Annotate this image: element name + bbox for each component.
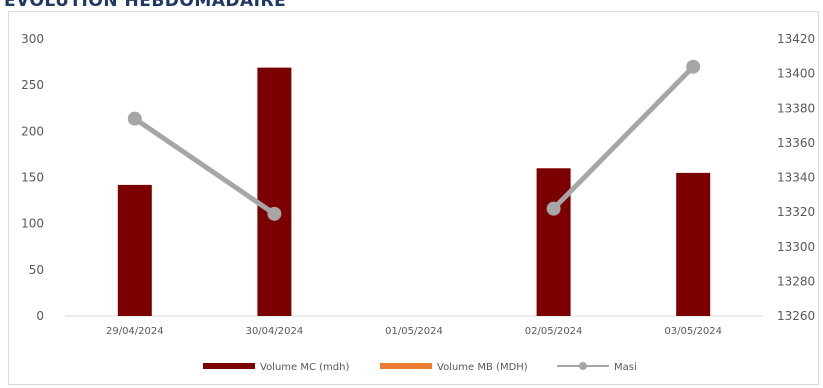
y-tick-label-left: 200	[21, 124, 44, 138]
legend: Volume MC (mdh) Volume MB (MDH) Masi	[203, 362, 637, 373]
y-axis-right: 13260 13280 13300 13320 13340 13360 13380 13400…	[777, 32, 815, 323]
x-tick-label: 30/04/2024	[246, 326, 304, 337]
legend-marker	[579, 362, 587, 370]
chart-title: EVOLUTION HEBDOMADAIRE	[4, 0, 287, 11]
legend-label: Volume MB (MDH)	[437, 362, 528, 373]
x-axis: 29/04/2024 30/04/2024 01/05/2024 02/05/2024…	[106, 326, 722, 337]
y-tick-label-left: 250	[21, 78, 44, 92]
y-tick-label-right: 13360	[777, 136, 815, 150]
bar	[536, 168, 571, 316]
x-tick-label: 03/05/2024	[664, 326, 722, 337]
y-axis-left: 0 50 100 150 200 250 300	[21, 32, 44, 323]
y-tick-label-left: 300	[21, 32, 44, 46]
bar	[676, 172, 711, 316]
series-line	[551, 64, 696, 212]
legend-label: Volume MC (mdh)	[260, 362, 349, 373]
x-tick-label: 29/04/2024	[106, 326, 164, 337]
series-line	[132, 116, 277, 217]
y-tick-label-left: 50	[29, 263, 44, 277]
line-point	[546, 201, 561, 216]
y-tick-label-left: 100	[21, 217, 44, 231]
y-tick-label-right: 13340	[777, 171, 815, 185]
y-tick-label-right: 13300	[777, 240, 815, 254]
y-tick-label-right: 13260	[777, 309, 815, 323]
bar	[117, 184, 152, 316]
legend-swatch	[380, 363, 432, 369]
y-tick-label-right: 13320	[777, 205, 815, 219]
bar	[257, 67, 292, 316]
bars-layer	[117, 67, 711, 316]
legend-label: Masi	[614, 362, 637, 373]
legend-swatch	[203, 363, 255, 369]
y-tick-label-left: 150	[21, 171, 44, 185]
line-layer	[127, 59, 701, 221]
line-point	[267, 206, 282, 221]
y-tick-label-right: 13380	[777, 101, 815, 115]
x-tick-label: 02/05/2024	[525, 326, 583, 337]
y-tick-label-right: 13280	[777, 274, 815, 288]
line-point	[127, 111, 142, 126]
y-tick-label-left: 0	[36, 309, 44, 323]
line-point	[686, 59, 701, 74]
x-tick-label: 01/05/2024	[385, 326, 443, 337]
y-tick-label-right: 13400	[777, 67, 815, 81]
y-tick-label-right: 13420	[777, 32, 815, 46]
